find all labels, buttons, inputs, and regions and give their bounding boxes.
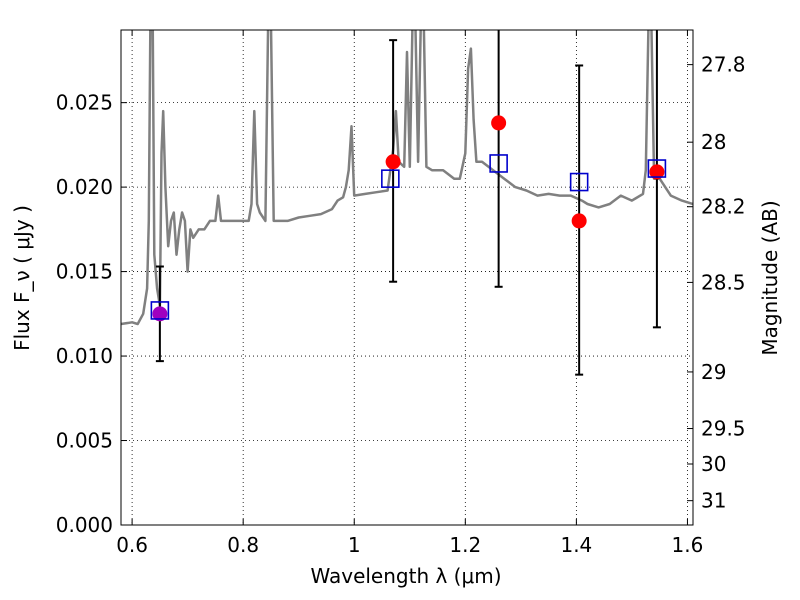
plot-frame <box>120 29 694 526</box>
right-tick-label: 30 <box>701 452 726 476</box>
y-axis-title: Flux F_ν ( μJy ) <box>10 205 34 351</box>
right-tick-labels: 27.8 28 28.2 28.5 29 29.5 30 31 <box>701 53 746 513</box>
right-tick-label: 29 <box>701 360 726 384</box>
right-tick-label: 27.8 <box>701 53 746 77</box>
x-axis-title: Wavelength λ (μm) <box>310 564 501 588</box>
observed-point <box>571 213 587 229</box>
markers <box>150 115 667 322</box>
observed-point <box>385 154 401 170</box>
grid <box>121 30 693 526</box>
model-photometry-point <box>381 169 400 188</box>
y-tick-label: 0.005 <box>56 429 113 453</box>
right-tick-label: 28.5 <box>701 270 746 294</box>
right-tick-label: 28.2 <box>701 195 746 219</box>
right-tick-label: 28 <box>701 130 726 154</box>
x-tick-label: 0.8 <box>227 533 259 557</box>
observed-point-blend <box>152 306 168 322</box>
y-tick-label: 0.015 <box>56 260 113 284</box>
y-tick-label: 0.010 <box>56 344 113 368</box>
x-tick-labels: 0.6 0.8 1 1.2 1.4 1.6 <box>116 533 703 557</box>
y-tick-label: 0.000 <box>56 513 113 537</box>
x-tick-label: 0.6 <box>116 533 148 557</box>
observed-point <box>491 115 507 131</box>
y-tick-label: 0.025 <box>56 91 113 115</box>
observed-point <box>649 164 665 180</box>
y-tick-labels: 0.000 0.005 0.010 0.015 0.020 0.025 <box>56 91 113 537</box>
right-axis-title: Magnitude (AB) <box>758 200 782 355</box>
x-tick-label: 1.4 <box>560 533 592 557</box>
x-tick-label: 1.2 <box>449 533 481 557</box>
model-photometry-point <box>647 159 667 178</box>
right-tick-label: 29.5 <box>701 417 746 441</box>
ticks <box>121 30 693 526</box>
spectrum-line <box>121 30 693 326</box>
model-photometry-point <box>569 172 589 192</box>
x-tick-label: 1.6 <box>672 533 704 557</box>
y-tick-label: 0.020 <box>56 175 113 199</box>
model-spectrum <box>121 30 693 326</box>
error-bars <box>155 30 661 376</box>
model-photometry-point <box>489 154 508 173</box>
model-photometry-point <box>150 301 170 320</box>
x-tick-label: 1 <box>348 533 361 557</box>
right-tick-label: 31 <box>701 489 726 513</box>
